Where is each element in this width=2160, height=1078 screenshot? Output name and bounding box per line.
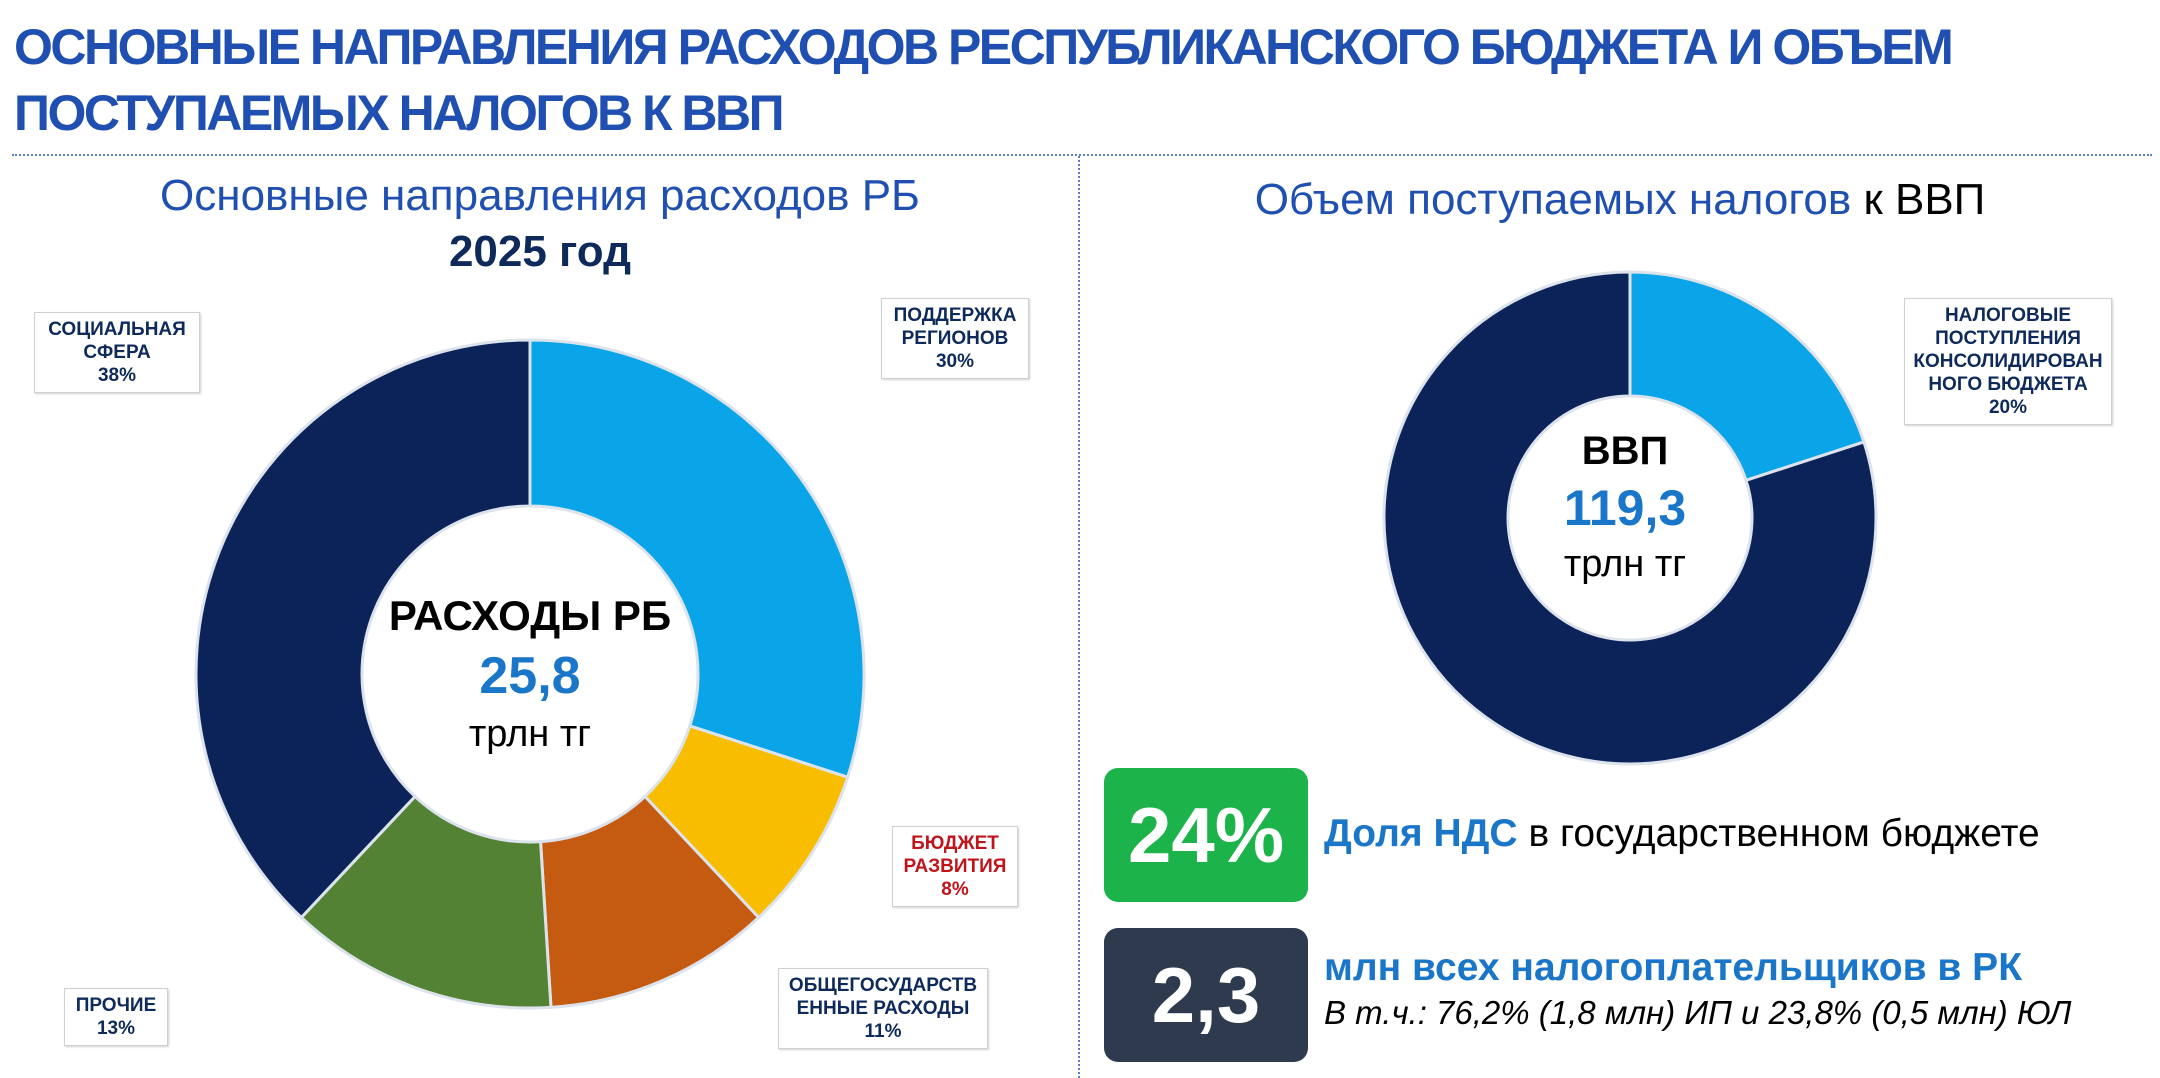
callout-regional-support-label: Поддержка регионов [893, 305, 1017, 349]
expenses-chart-title-text: Основные направления расходов РБ [160, 171, 920, 220]
vertical-divider [1078, 156, 1080, 1078]
callout-social-sphere: Социальная сфера 38% [34, 312, 200, 393]
callout-other-value: 13% [96, 1018, 136, 1039]
expenses-center-unit: трлн тг [468, 713, 592, 755]
callout-tax-revenue-value: 20% [1988, 397, 2028, 418]
expenses-slice-социальная-сфера [194, 338, 532, 920]
vat-share-text: Доля НДС в государственном бюджете [1324, 808, 2040, 860]
horizontal-divider [12, 154, 2152, 156]
expenses-slice-общегосударственные-расходы [538, 794, 761, 1009]
expenses-center-title: РАСХОДЫ РБ [388, 592, 672, 639]
callout-social-sphere-label: Социальная сфера [48, 319, 186, 363]
callout-tax-revenue: Налоговые поступления консолидированного… [1904, 298, 2112, 425]
callout-general-government-label: Общегосударственные расходы [788, 975, 978, 1019]
vat-share-badge: 24% [1104, 768, 1308, 902]
expenses-slice-поддержка-регионов [528, 338, 866, 780]
callout-other-label: Прочие [75, 995, 157, 1016]
expenses-center-value: 25,8 [479, 647, 581, 705]
taxes-chart-title-suffix: к ВВП [1863, 175, 1986, 224]
vat-share-rest: в государственном бюджете [1528, 812, 2040, 855]
gdp-center-value: 119,3 [1563, 480, 1687, 536]
expenses-center-label: РАСХОДЫ РБ 25,8 трлн тг [330, 588, 730, 760]
gdp-center-unit: трлн тг [1563, 543, 1687, 585]
callout-development-budget: Бюджет развития 8% [892, 826, 1018, 907]
vat-share-highlight: Доля НДС [1324, 812, 1518, 855]
gdp-center-title: ВВП [1581, 429, 1669, 473]
taxes-chart-title-text: Объем поступаемых налогов [1254, 175, 1852, 224]
page-title: Основные направления расходов республика… [14, 19, 1954, 141]
callout-social-sphere-value: 38% [97, 365, 137, 386]
tax-gdp-slice-slice-1 [1382, 270, 1878, 766]
taxpayers-label: млн всех налогоплательщиков в РК [1324, 946, 2023, 989]
tax-gdp-donut-chart [1382, 270, 1878, 766]
callout-general-government-value: 11% [864, 1021, 902, 1042]
expenses-slice-прочие [299, 794, 553, 1010]
taxes-chart-title: Объем поступаемых налогов к ВВП [1100, 172, 2140, 228]
callout-tax-revenue-label: Налоговые поступления консолидированного… [1913, 305, 2103, 395]
callout-development-budget-value: 8% [941, 879, 969, 900]
taxpayers-breakdown: В т.ч.: 76,2% (1,8 млн) ИП и 23,8% (0,5 … [1324, 994, 2072, 1031]
callout-other: Прочие 13% [64, 988, 168, 1046]
callout-regional-support: Поддержка регионов 30% [881, 298, 1029, 379]
expenses-donut-chart [194, 338, 866, 1010]
tax-gdp-slice-налоговые-поступления-консолидированного-бюджета [1628, 270, 1866, 483]
taxpayers-count-badge: 2,3 [1104, 928, 1308, 1062]
expenses-chart-title: Основные направления расходов РБ 2025 го… [60, 168, 1020, 280]
callout-general-government: Общегосударственные расходы 11% [778, 968, 988, 1049]
callout-development-budget-label: Бюджет развития [903, 833, 1007, 877]
expenses-chart-year: 2025 год [448, 227, 632, 276]
callout-regional-support-value: 30% [935, 351, 975, 372]
gdp-center-label: ВВП 119,3 трлн тг [1475, 424, 1775, 590]
